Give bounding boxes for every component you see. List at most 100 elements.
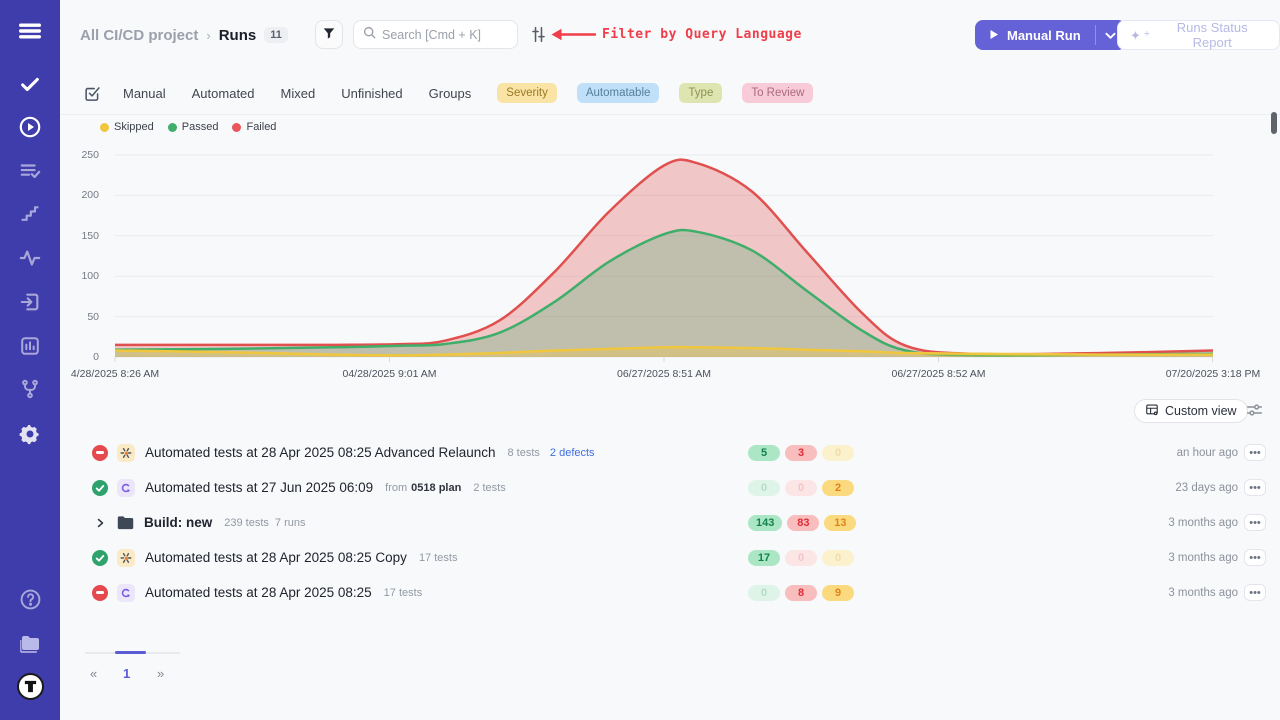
count-badge-failed: 0 [785, 550, 817, 566]
row-menu-button[interactable]: ••• [1244, 444, 1266, 461]
tab-manual[interactable]: Manual [123, 86, 166, 101]
breadcrumb: All CI/CD project › Runs 11 [80, 20, 288, 50]
legend-item-skipped: Skipped [100, 121, 154, 133]
box-arrow-icon [19, 291, 41, 313]
run-plan-from: from [385, 482, 407, 494]
count-badge-skipped: 0 [822, 445, 854, 461]
funnel-icon [322, 26, 336, 43]
chip-type[interactable]: Type [679, 83, 722, 103]
chip-to-review[interactable]: To Review [742, 83, 813, 103]
chip-automatable[interactable]: Automatable [577, 83, 660, 103]
count-badge-skipped: 2 [822, 480, 854, 496]
count-badge-failed: 8 [785, 585, 817, 601]
run-tests-count: 2 tests [473, 482, 505, 494]
run-row[interactable]: Automated tests at 28 Apr 2025 08:25 17 … [80, 575, 1266, 610]
tab-unfinished[interactable]: Unfinished [341, 86, 402, 101]
run-time: 3 months ago [1168, 552, 1238, 564]
count-badge-skipped: 13 [824, 515, 856, 531]
run-title: Automated tests at 27 Jun 2025 06:09 [145, 480, 373, 495]
run-title: Automated tests at 28 Apr 2025 08:25 [145, 585, 372, 600]
sidebar-item-tests[interactable] [0, 71, 60, 97]
run-title: Automated tests at 28 Apr 2025 08:25 Cop… [145, 550, 407, 565]
custom-view-button[interactable]: Custom view [1134, 399, 1248, 423]
count-badge-passed: 0 [748, 585, 780, 601]
chart-legend: Skipped Passed Failed [100, 121, 276, 133]
annotation-text: Filter by Query Language [602, 27, 802, 42]
chip-severity[interactable]: Severity [497, 83, 557, 103]
page-number[interactable]: 1 [123, 666, 130, 681]
annotation-arrow-icon [549, 27, 597, 47]
sidebar-item-test-cases[interactable] [0, 158, 60, 184]
tab-automated[interactable]: Automated [192, 86, 255, 101]
failed-dot-icon [232, 123, 241, 132]
filter-tabs-bar: Manual Automated Mixed Unfinished Groups… [84, 82, 833, 104]
menu-button[interactable] [0, 18, 60, 44]
sidebar-item-activity[interactable] [0, 245, 60, 271]
list-settings-icon[interactable] [1246, 403, 1263, 422]
row-menu-button[interactable]: ••• [1244, 549, 1266, 566]
count-badge-failed: 0 [785, 480, 817, 496]
projects-button[interactable] [0, 630, 60, 656]
play-icon [989, 28, 999, 43]
folder-icon [117, 515, 134, 530]
bulk-select-icon[interactable] [84, 85, 101, 102]
sidebar-item-milestones[interactable] [0, 201, 60, 227]
run-row[interactable]: Automated tests at 28 Apr 2025 08:25 Cop… [80, 540, 1266, 575]
manual-run-button[interactable]: Manual Run [975, 20, 1095, 50]
tab-mixed[interactable]: Mixed [281, 86, 316, 101]
group-title: Build: new [144, 515, 212, 530]
run-row[interactable]: Automated tests at 27 Jun 2025 06:09 fro… [80, 470, 1266, 505]
qase-run-icon [117, 479, 135, 497]
row-menu-button[interactable]: ••• [1244, 479, 1266, 496]
scrollbar-thumb[interactable] [1271, 112, 1277, 134]
run-tests-count: 17 tests [384, 587, 423, 599]
next-page-button[interactable]: » [157, 666, 164, 681]
section-divider [60, 114, 1280, 115]
chart-y-axis: 050100150200250 [58, 150, 106, 362]
query-language-filter-icon[interactable] [530, 26, 547, 48]
user-avatar[interactable] [0, 673, 60, 699]
table-settings-icon [1145, 403, 1159, 420]
passed-status-icon [92, 480, 108, 496]
prev-page-button[interactable]: « [90, 666, 97, 681]
count-badge-passed: 17 [748, 550, 780, 566]
passed-dot-icon [168, 123, 177, 132]
help-button[interactable] [0, 586, 60, 612]
y-tick-label: 0 [93, 351, 99, 363]
sidebar-item-integrations[interactable] [0, 376, 60, 402]
runs-status-report-label: Runs Status Report [1157, 20, 1267, 50]
result-badges: 17 0 0 [748, 550, 859, 566]
run-plan-name: 0518 plan [411, 482, 461, 494]
bar-chart-icon [19, 335, 41, 357]
sidebar-item-runs[interactable] [0, 114, 60, 140]
result-badges: 143 83 13 [748, 515, 861, 531]
search-input[interactable] [382, 28, 508, 42]
row-menu-button[interactable]: ••• [1244, 584, 1266, 601]
sidebar-item-reports[interactable] [0, 333, 60, 359]
run-group-row[interactable]: Build: new 239 tests 7 runs 143 83 13 3 … [80, 505, 1266, 540]
custom-view-label: Custom view [1165, 404, 1237, 418]
branch-icon [19, 378, 41, 400]
steps-icon [20, 204, 40, 224]
expand-chevron-icon[interactable] [92, 517, 108, 529]
help-icon [19, 588, 42, 611]
tab-groups[interactable]: Groups [429, 86, 472, 101]
search-box [353, 20, 518, 49]
passed-status-icon [92, 550, 108, 566]
sidebar-item-settings[interactable] [0, 421, 60, 447]
breadcrumb-separator: › [206, 28, 210, 43]
manual-run-split-button: Manual Run [975, 20, 1126, 50]
run-row[interactable]: Automated tests at 28 Apr 2025 08:25 Adv… [80, 435, 1266, 470]
check-icon [19, 73, 41, 95]
count-badge-failed: 83 [787, 515, 819, 531]
run-defects-link[interactable]: 2 defects [550, 447, 595, 459]
breadcrumb-project[interactable]: All CI/CD project [80, 27, 198, 44]
result-badges: 0 0 2 [748, 480, 859, 496]
filter-button[interactable] [315, 20, 343, 49]
folders-icon [18, 631, 42, 655]
row-menu-button[interactable]: ••• [1244, 514, 1266, 531]
pulse-icon [19, 247, 41, 269]
runs-status-report-button[interactable]: ✦ ⁺ Runs Status Report [1117, 20, 1280, 50]
page-title: Runs [219, 27, 257, 44]
sidebar-item-import[interactable] [0, 289, 60, 315]
